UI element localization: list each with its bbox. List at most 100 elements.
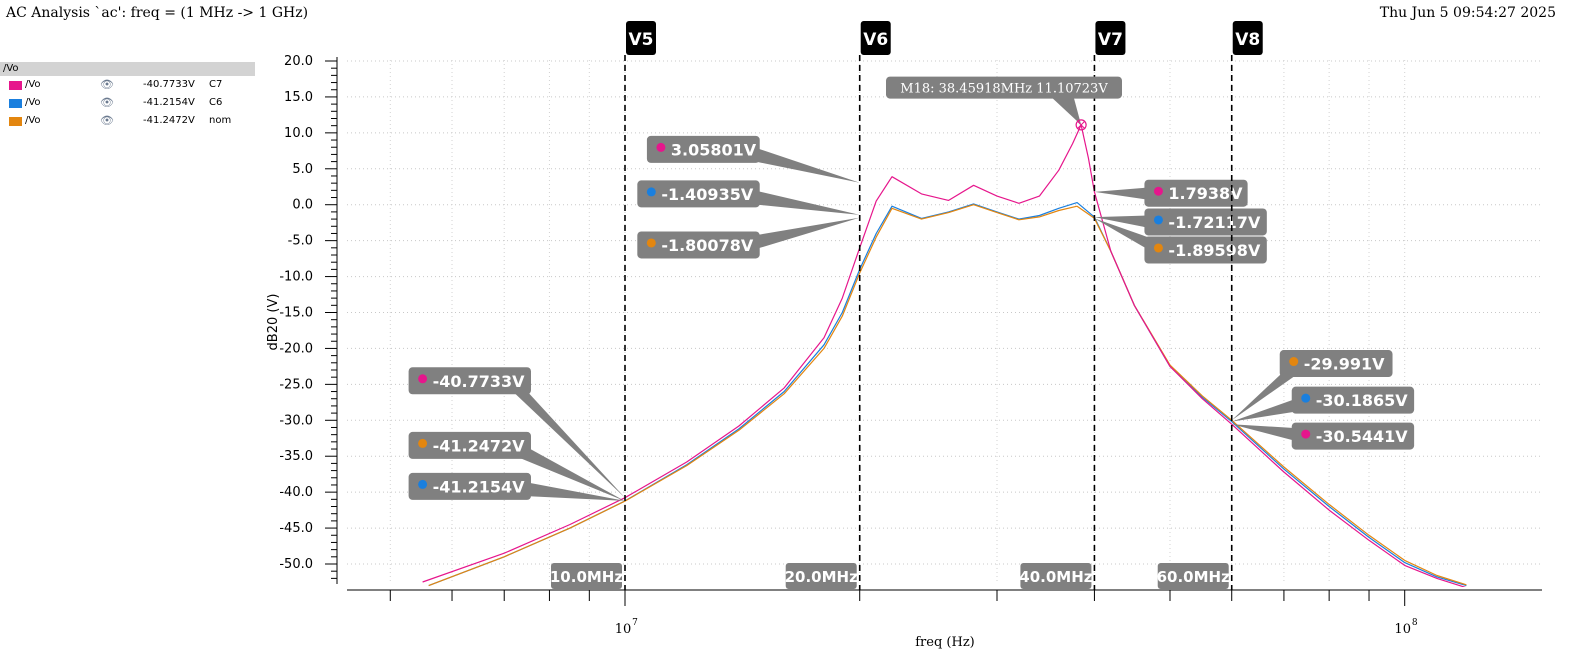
- vmarker-x-tag: [1157, 563, 1229, 589]
- callout-pointer: [739, 217, 860, 254]
- trace-name: /Vo: [25, 97, 41, 108]
- callout-dot: [1301, 393, 1311, 403]
- point-marker: M18: 38.45918MHz 11.10723V: [886, 76, 1122, 131]
- callout-box: [1279, 350, 1393, 378]
- vmarker-name: V8: [1235, 30, 1260, 50]
- callout-value: -30.5441V: [1316, 427, 1409, 446]
- callout-value: 1.7938V: [1168, 184, 1243, 203]
- vmarker-tag: [860, 21, 891, 55]
- callout-box: [646, 135, 760, 163]
- y-axis: 20.0 15.0 10.0 5.0 0.0 -5.0 -10.0 -15.0 -20.0 -25…: [266, 54, 338, 584]
- callout-dot: [646, 187, 656, 197]
- vmarker: V6 20.0MHz 3.05801V -1.40935V -1.80078V: [637, 21, 891, 590]
- callout-pointer: [511, 479, 626, 501]
- vmarker-x-value: 60.0MHz: [1157, 568, 1230, 586]
- trace-value: -41.2472V: [143, 115, 195, 126]
- y-tick-label: -50.0: [279, 557, 313, 572]
- vmarker-x-value: 40.0MHz: [1019, 568, 1092, 586]
- callout-pointer: [739, 186, 860, 215]
- trace-corner: C6: [209, 97, 223, 108]
- callout-dot: [656, 142, 666, 152]
- trace-corner: C7: [209, 79, 223, 90]
- grid: [347, 60, 1542, 583]
- callout-dot: [1301, 429, 1311, 439]
- callout-value: -1.89598V: [1168, 241, 1261, 260]
- callout-box: [637, 231, 760, 259]
- callout: -40.7733V: [408, 367, 626, 498]
- vmarker-name: V6: [863, 30, 888, 50]
- y-axis-label: dB20 (V): [266, 294, 281, 351]
- y-tick-label: 10.0: [284, 126, 313, 141]
- callout: -30.1865V: [1231, 386, 1415, 422]
- color-swatch: [9, 81, 22, 90]
- callout-pointer: [511, 438, 626, 502]
- callout-dot: [1153, 186, 1163, 196]
- y-tick-label: -15.0: [279, 306, 313, 321]
- y-tick-label: 5.0: [292, 162, 313, 177]
- y-tick-label: -20.0: [279, 341, 313, 356]
- eye-icon[interactable]: 👁︎: [100, 114, 114, 127]
- callout-value: -1.80078V: [661, 236, 754, 255]
- trace-value: -41.2154V: [143, 97, 195, 108]
- callout-box: [1291, 386, 1415, 414]
- x-tick-exponent: 8: [1412, 618, 1418, 628]
- x-tick-label: 10 8: [1394, 618, 1417, 637]
- callout: -29.991V: [1231, 350, 1393, 421]
- callout-dot: [1289, 357, 1299, 367]
- callout-box: [408, 367, 532, 395]
- eye-icon[interactable]: 👁︎: [100, 96, 114, 109]
- vmarker: V5 10.0MHz -40.7733V -41.2472V -41.2154V: [408, 21, 657, 590]
- x-tick-base: 10: [1394, 622, 1411, 637]
- callout: -41.2154V: [408, 472, 626, 501]
- y-tick-label: -35.0: [279, 449, 313, 464]
- callout-pointer: [739, 142, 860, 183]
- vmarker-tag: [626, 21, 657, 55]
- callout: 1.7938V: [1094, 179, 1248, 207]
- callout-box: [408, 472, 532, 500]
- y-tick-label: -25.0: [279, 377, 313, 392]
- eye-icon[interactable]: 👁︎: [100, 78, 114, 91]
- callout-value: -41.2154V: [433, 477, 526, 496]
- trace-value: -40.7733V: [143, 79, 195, 90]
- callout-dot: [418, 438, 428, 448]
- legend-item[interactable]: /Vo 👁︎ -40.7733V C7: [0, 76, 255, 94]
- callout: 3.05801V: [646, 135, 860, 183]
- legend-panel: /Vo /Vo 👁︎ -40.7733V C7 /Vo 👁︎ -41.2154V…: [0, 62, 255, 130]
- point-marker-ring: [1075, 119, 1087, 131]
- callout-box: [1144, 208, 1267, 236]
- callout: -1.72117V: [1094, 208, 1267, 236]
- callout-dot: [1153, 215, 1163, 225]
- color-swatch: [9, 117, 22, 126]
- series-group: [422, 124, 1467, 587]
- callout-value: -1.72117V: [1168, 213, 1261, 232]
- x-tick-label: 10 7: [615, 618, 638, 637]
- callout-pointer: [1094, 218, 1165, 259]
- trace-name: /Vo: [25, 79, 41, 90]
- callout-value: -41.2472V: [433, 436, 526, 455]
- callout: -30.5441V: [1231, 422, 1415, 450]
- timestamp: Thu Jun 5 09:54:27 2025: [1379, 5, 1556, 21]
- callout-dot: [1153, 243, 1163, 253]
- callout-value: -40.7733V: [433, 372, 526, 391]
- legend-item[interactable]: /Vo 👁︎ -41.2472V nom: [0, 112, 255, 130]
- vmarker-x-tag: [785, 563, 857, 589]
- point-marker-x: [1076, 120, 1086, 130]
- vmarker-tag: [1232, 21, 1263, 55]
- callout-dot: [418, 479, 428, 489]
- callout: -1.40935V: [637, 180, 860, 215]
- point-marker-label: M18: 38.45918MHz 11.10723V: [900, 82, 1108, 97]
- vmarker: V7 40.0MHz 1.7938V -1.72117V -1.89598V: [1019, 21, 1267, 590]
- point-marker-box: [886, 76, 1122, 99]
- legend-group-header[interactable]: /Vo: [0, 62, 255, 76]
- x-tick-base: 10: [615, 622, 632, 637]
- y-tick-label: 20.0: [284, 54, 313, 69]
- callout-value: 3.05801V: [671, 140, 757, 159]
- legend-item[interactable]: /Vo 👁︎ -41.2154V C6: [0, 94, 255, 112]
- y-tick-label: -45.0: [279, 521, 313, 536]
- series-line: [428, 204, 1467, 587]
- callout-box: [1144, 179, 1248, 207]
- callout: -1.89598V: [1094, 218, 1267, 264]
- callout: -41.2472V: [408, 431, 626, 502]
- vmarker: V8 60.0MHz -29.991V -30.1865V -30.5441V: [1157, 21, 1415, 590]
